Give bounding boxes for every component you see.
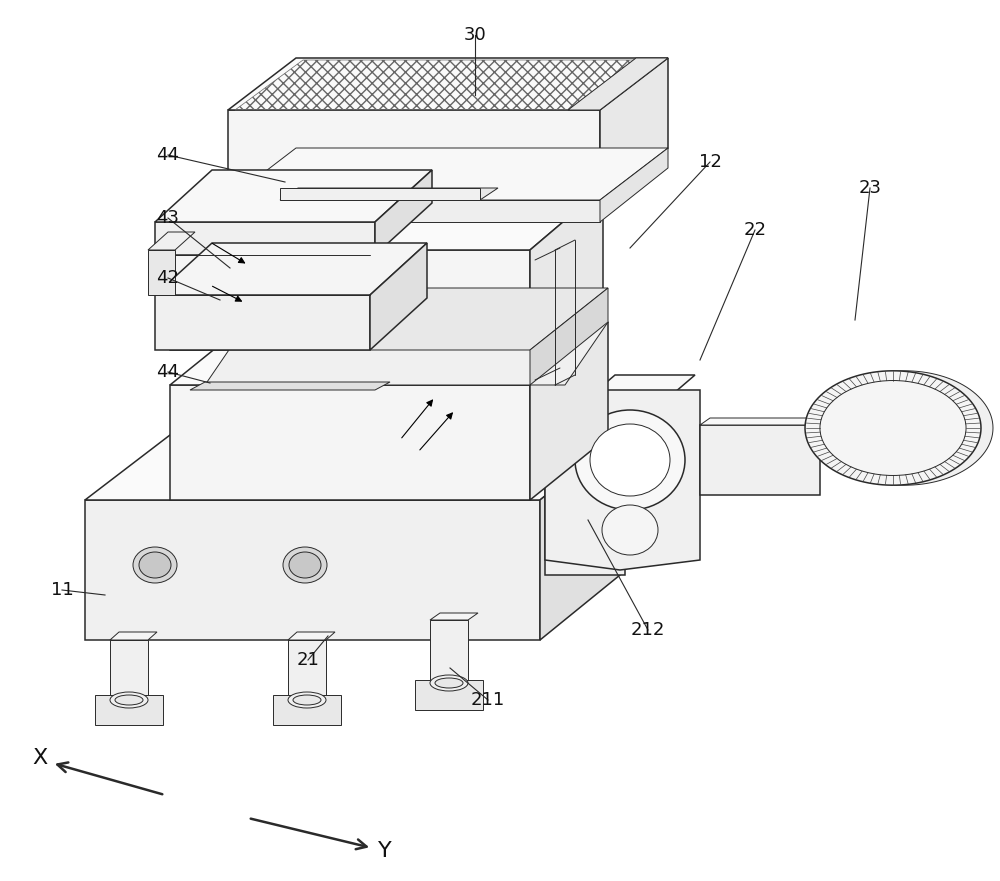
Polygon shape	[205, 322, 608, 385]
Polygon shape	[430, 620, 468, 680]
Ellipse shape	[288, 692, 326, 708]
Ellipse shape	[602, 505, 658, 555]
Ellipse shape	[115, 695, 143, 705]
Polygon shape	[155, 222, 375, 255]
Polygon shape	[228, 58, 668, 110]
Polygon shape	[110, 640, 148, 695]
Polygon shape	[85, 435, 620, 500]
Polygon shape	[370, 243, 427, 350]
Ellipse shape	[110, 692, 148, 708]
Polygon shape	[155, 170, 432, 222]
Polygon shape	[700, 425, 820, 495]
Text: Y: Y	[378, 841, 392, 861]
Polygon shape	[148, 250, 175, 295]
Polygon shape	[170, 288, 608, 350]
Text: 43: 43	[156, 209, 180, 227]
Polygon shape	[805, 371, 981, 485]
Ellipse shape	[139, 552, 171, 578]
Polygon shape	[288, 632, 335, 640]
Polygon shape	[170, 250, 530, 350]
Polygon shape	[545, 375, 695, 435]
Polygon shape	[280, 188, 480, 200]
Ellipse shape	[430, 675, 468, 691]
Ellipse shape	[283, 547, 327, 583]
Polygon shape	[228, 200, 600, 222]
Text: 30: 30	[464, 26, 486, 44]
Ellipse shape	[435, 678, 463, 688]
Text: 44: 44	[156, 146, 180, 164]
Text: 12: 12	[699, 153, 721, 171]
Polygon shape	[155, 295, 370, 350]
Polygon shape	[228, 148, 668, 200]
Polygon shape	[148, 232, 195, 250]
Text: 42: 42	[156, 269, 180, 287]
Polygon shape	[288, 640, 326, 695]
Polygon shape	[190, 382, 390, 390]
Text: X: X	[32, 748, 48, 768]
Polygon shape	[273, 695, 341, 725]
Polygon shape	[540, 435, 620, 640]
Polygon shape	[375, 170, 432, 255]
Polygon shape	[530, 188, 603, 350]
Polygon shape	[155, 243, 427, 295]
Text: 21: 21	[297, 651, 319, 669]
Polygon shape	[430, 613, 478, 620]
Polygon shape	[415, 680, 483, 710]
Ellipse shape	[575, 410, 685, 510]
Text: 44: 44	[156, 363, 180, 381]
Polygon shape	[228, 110, 600, 200]
Polygon shape	[817, 371, 993, 485]
Polygon shape	[600, 148, 668, 222]
Text: 11: 11	[51, 581, 73, 599]
Polygon shape	[600, 58, 668, 200]
Polygon shape	[280, 188, 498, 200]
Polygon shape	[530, 288, 608, 385]
Ellipse shape	[293, 695, 321, 705]
Polygon shape	[170, 385, 530, 500]
Ellipse shape	[289, 552, 321, 578]
Ellipse shape	[590, 424, 670, 496]
Polygon shape	[170, 188, 603, 250]
Polygon shape	[568, 58, 668, 110]
Polygon shape	[700, 418, 830, 425]
Polygon shape	[545, 435, 625, 575]
Text: 212: 212	[631, 621, 665, 639]
Text: 22: 22	[744, 221, 767, 239]
Polygon shape	[170, 322, 608, 385]
Ellipse shape	[133, 547, 177, 583]
Polygon shape	[545, 390, 700, 570]
Polygon shape	[85, 500, 540, 640]
Text: 23: 23	[858, 179, 882, 197]
Polygon shape	[530, 322, 608, 500]
Polygon shape	[95, 695, 163, 725]
Polygon shape	[110, 632, 157, 640]
Text: 211: 211	[471, 691, 505, 709]
